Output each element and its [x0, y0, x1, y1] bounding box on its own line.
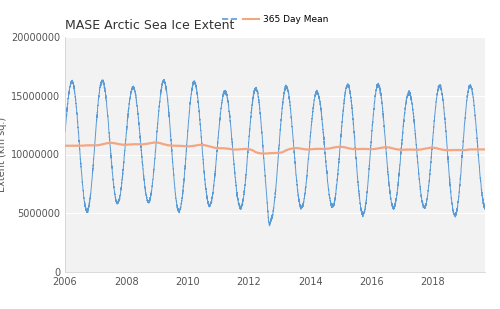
Text: MASE Arctic Sea Ice Extent: MASE Arctic Sea Ice Extent — [65, 19, 234, 32]
Legend: , 365 Day Mean: , 365 Day Mean — [218, 11, 332, 27]
Y-axis label: Extent (km sq.): Extent (km sq.) — [0, 117, 7, 192]
